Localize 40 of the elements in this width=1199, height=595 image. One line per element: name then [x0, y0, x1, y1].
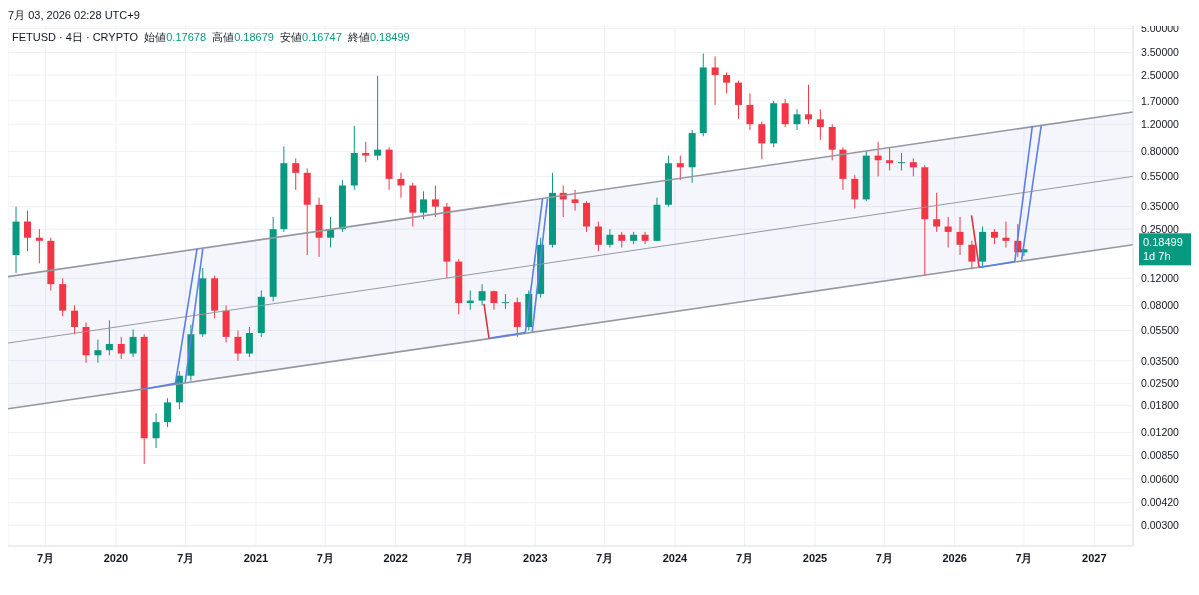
text: 1d 7h — [1143, 250, 1171, 263]
y-tick-label: 3.50000 — [1141, 46, 1180, 59]
text: 0.18499 — [1143, 236, 1183, 249]
x-tick-label: 2025 — [802, 551, 828, 564]
y-tick-label: 0.00420 — [1141, 496, 1180, 509]
x-tick-label: 7月 — [736, 551, 754, 564]
y-tick-label: 0.00850 — [1141, 449, 1180, 462]
y-tick-label: 0.08000 — [1141, 299, 1180, 312]
x-tick-label: 7月 — [1015, 551, 1033, 564]
x-tick-label: 2021 — [243, 551, 269, 564]
x-tick-label: 2023 — [523, 551, 548, 564]
y-tick-label: 0.55000 — [1141, 170, 1180, 183]
y-tick-label: 0.00600 — [1141, 472, 1180, 485]
x-tick-label: 2027 — [1082, 551, 1107, 564]
y-tick-label: 0.02500 — [1141, 377, 1180, 390]
y-tick-label: 1.20000 — [1141, 117, 1180, 130]
y-tick-label: 2.50000 — [1141, 68, 1180, 81]
y-tick-label: 0.00300 — [1141, 518, 1180, 531]
x-tick-label: 7月 — [36, 551, 55, 564]
y-tick-label: 5.00000 — [1141, 22, 1180, 35]
text: FETUSD · 4日 · CRYPTO 始値0.17678 高値0.18679 安値0.16747 終値0.18499 — [12, 31, 410, 43]
x-tick-label: 2024 — [662, 551, 689, 564]
x-tick-label: 7月 — [316, 551, 334, 564]
y-tick-label: 0.01800 — [1141, 399, 1180, 412]
x-tick-label: 7月 — [595, 551, 614, 564]
x-tick-label: 7月 — [875, 551, 893, 564]
x-tick-label: 7月 — [176, 551, 195, 564]
chart-subtitle: 7月 03, 2026 02:28 UTC+9 — [8, 9, 140, 21]
x-tick-label: 7月 — [456, 551, 474, 564]
y-tick-label: 0.01200 — [1141, 426, 1180, 439]
y-tick-label: 0.25000 — [1141, 222, 1180, 235]
y-tick-label: 1.70000 — [1141, 94, 1180, 107]
y-tick-label: 0.03500 — [1141, 354, 1180, 367]
y-tick-label: 0.35000 — [1141, 200, 1180, 213]
x-tick-label: 2026 — [942, 551, 967, 564]
y-tick-label: 0.05500 — [1141, 324, 1180, 337]
y-tick-label: 0.12000 — [1141, 272, 1180, 285]
x-tick-label: 2022 — [383, 551, 408, 564]
x-tick-label: 2020 — [103, 551, 129, 564]
y-tick-label: 0.80000 — [1141, 145, 1180, 158]
